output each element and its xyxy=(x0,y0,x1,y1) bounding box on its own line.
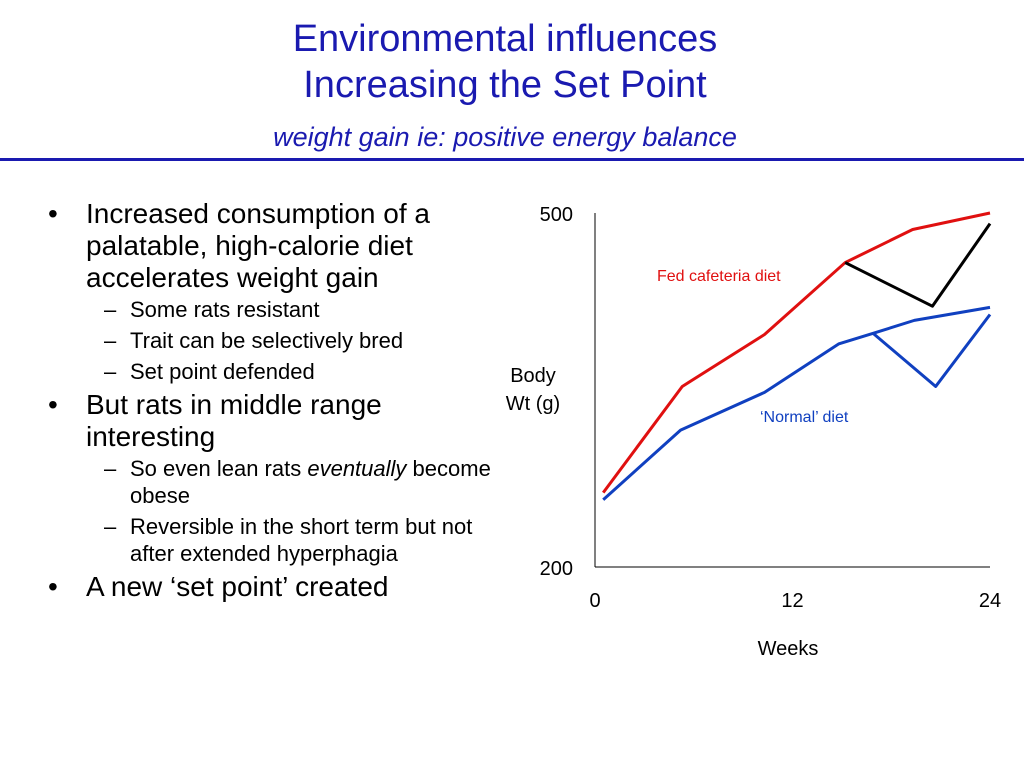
line xyxy=(844,222,992,308)
sub-bullet: Some rats resistant xyxy=(48,296,498,323)
annotation: ‘Normal’ diet xyxy=(760,409,849,426)
line xyxy=(602,305,991,501)
text-run: Trait can be selectively bred xyxy=(130,328,404,353)
text-run: eventually xyxy=(307,456,407,481)
bullet: Increased consumption of a palatable, hi… xyxy=(48,198,498,294)
x-axis-label: Weeks xyxy=(758,638,819,660)
title: Environmental influences xyxy=(292,18,718,60)
x-tick-label: 24 xyxy=(979,590,1001,612)
y-axis-label: Body Wt (g) xyxy=(506,365,560,415)
sub-bullet: Trait can be selectively bred xyxy=(48,327,498,354)
x-tick-label: 0 xyxy=(589,590,600,612)
sub-bullet: Set point defended xyxy=(48,358,498,385)
text-run: So even lean rats xyxy=(130,456,308,481)
bullet: A new ‘set point’ created xyxy=(48,571,498,603)
text-run: Reversible in the short term but not aft… xyxy=(130,514,473,566)
annotation: Fed cafeteria diet xyxy=(657,268,781,285)
text-run: Set point defended xyxy=(130,359,315,384)
y-tick-label: 200 xyxy=(540,558,573,580)
y-tick-label: 500 xyxy=(540,204,573,226)
text-run: become obese xyxy=(130,456,491,508)
text-run: Some rats resistant xyxy=(130,297,320,322)
x-tick-label: 12 xyxy=(781,590,803,612)
sub-bullet: Reversible in the short term but not aft… xyxy=(48,513,498,567)
rule xyxy=(0,158,1024,161)
sub-bullet: So even lean rats eventually become obes… xyxy=(48,455,498,509)
subtitle: weight gain ie: positive energy balance xyxy=(273,122,737,152)
line xyxy=(872,313,992,388)
bullet: But rats in middle range interesting xyxy=(48,389,498,453)
title: Increasing the Set Point xyxy=(303,64,707,106)
line xyxy=(602,211,991,494)
bullet-list: Increased consumption of a palatable, hi… xyxy=(48,198,498,605)
